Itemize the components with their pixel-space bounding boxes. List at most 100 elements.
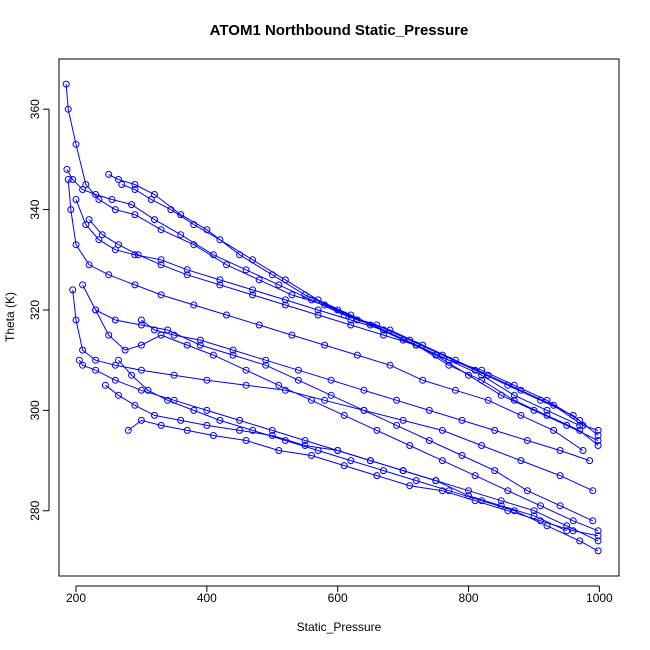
data-point xyxy=(386,361,394,369)
data-point xyxy=(183,341,191,349)
data-point xyxy=(412,477,420,485)
data-point xyxy=(262,361,270,369)
data-point xyxy=(314,447,322,454)
data-point xyxy=(115,241,122,249)
data-point xyxy=(72,196,80,203)
data-point xyxy=(445,361,453,369)
data-point xyxy=(268,426,276,434)
data-point xyxy=(393,421,401,429)
data-point xyxy=(157,226,165,234)
x-tick-label: 1000 xyxy=(586,591,613,605)
data-point xyxy=(594,432,602,439)
series-line xyxy=(88,219,580,421)
data-point xyxy=(465,492,472,500)
data-point xyxy=(594,537,602,545)
data-point xyxy=(147,196,155,203)
data-point xyxy=(576,426,584,434)
data-point xyxy=(543,411,551,419)
data-point xyxy=(75,356,83,364)
data-point xyxy=(249,286,257,294)
data-point xyxy=(380,467,387,475)
data-point xyxy=(128,201,136,209)
data-point xyxy=(249,426,257,434)
data-point xyxy=(111,316,119,324)
data-point xyxy=(347,321,355,329)
data-point xyxy=(380,331,387,339)
x-tick-label: 200 xyxy=(66,591,86,605)
data-point xyxy=(569,517,577,525)
data-point xyxy=(190,406,198,414)
data-point xyxy=(111,361,119,369)
data-point xyxy=(69,176,77,183)
data-point xyxy=(131,211,139,219)
x-tick-label: 600 xyxy=(328,591,348,605)
data-point xyxy=(543,406,551,414)
data-point xyxy=(275,447,283,454)
data-point xyxy=(255,321,263,329)
data-point xyxy=(530,507,538,515)
data-point xyxy=(458,452,466,459)
data-point xyxy=(594,426,602,434)
data-point xyxy=(72,316,80,324)
y-tick-label: 320 xyxy=(28,300,42,320)
data-point xyxy=(340,411,348,419)
data-point xyxy=(144,386,152,394)
data-point xyxy=(510,396,518,404)
data-point xyxy=(157,291,165,299)
data-point xyxy=(517,411,525,419)
data-point xyxy=(137,416,145,424)
data-point xyxy=(151,191,158,198)
data-point xyxy=(360,386,368,394)
data-point xyxy=(177,416,185,424)
data-point xyxy=(183,426,191,434)
data-point xyxy=(458,416,466,424)
data-point xyxy=(589,517,597,525)
data-point xyxy=(294,376,302,384)
data-point xyxy=(594,547,602,555)
data-point xyxy=(543,396,551,404)
data-point xyxy=(281,437,289,444)
data-point xyxy=(209,432,217,439)
data-point xyxy=(82,221,90,229)
data-point xyxy=(157,261,165,269)
data-point xyxy=(64,105,72,113)
data-point xyxy=(523,437,531,444)
data-point xyxy=(249,256,257,264)
data-point xyxy=(196,336,204,344)
data-point xyxy=(594,527,602,535)
series-line xyxy=(75,199,580,426)
data-point xyxy=(294,366,302,374)
data-point xyxy=(167,206,175,214)
data-point xyxy=(419,376,427,384)
data-point xyxy=(438,487,446,495)
data-point xyxy=(465,487,472,495)
data-point xyxy=(478,376,486,384)
data-point xyxy=(373,426,381,434)
data-point xyxy=(314,311,322,319)
data-point xyxy=(510,381,518,389)
data-point xyxy=(399,416,407,424)
data-point xyxy=(128,371,136,379)
data-point xyxy=(223,261,230,269)
series-profile-5 xyxy=(64,176,587,454)
data-point xyxy=(308,396,315,404)
data-point xyxy=(137,321,145,329)
series-line xyxy=(127,419,599,537)
data-point xyxy=(308,296,315,304)
data-point xyxy=(504,487,512,495)
data-point xyxy=(95,196,103,203)
data-point xyxy=(281,276,289,284)
data-point xyxy=(108,196,116,203)
data-point xyxy=(586,457,594,465)
data-point xyxy=(190,221,198,229)
data-point xyxy=(288,331,296,339)
data-point xyxy=(556,447,564,454)
data-point xyxy=(249,291,257,299)
data-point xyxy=(157,421,165,429)
data-point xyxy=(131,401,139,409)
data-point xyxy=(308,452,315,459)
data-point xyxy=(85,216,93,224)
data-point xyxy=(347,316,355,324)
data-point xyxy=(412,341,420,349)
data-point xyxy=(98,231,106,239)
